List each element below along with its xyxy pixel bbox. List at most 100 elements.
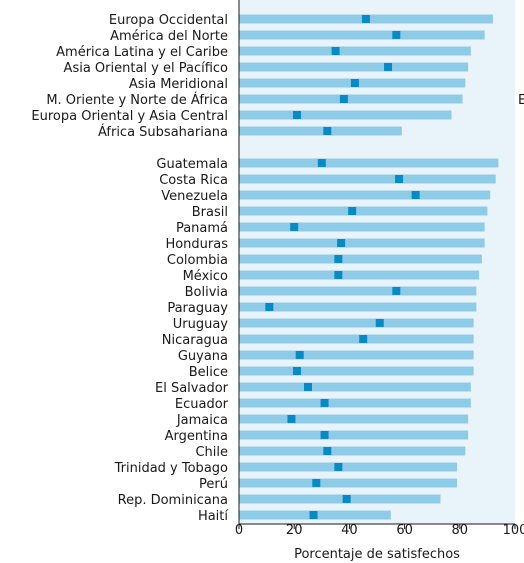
marker — [340, 95, 348, 103]
range-bar — [239, 159, 498, 168]
marker — [323, 127, 331, 135]
range-bar — [239, 239, 485, 248]
row-label: México — [183, 269, 228, 284]
range-bar — [239, 271, 479, 280]
marker — [384, 63, 392, 71]
range-bar — [239, 351, 474, 360]
marker — [290, 223, 298, 231]
range-bar — [239, 335, 474, 344]
marker — [321, 399, 329, 407]
row-label: Haití — [198, 509, 228, 524]
range-bar — [239, 223, 485, 232]
row-label: Costa Rica — [159, 173, 228, 188]
range-bar — [239, 127, 402, 136]
marker — [337, 239, 345, 247]
marker — [296, 351, 304, 359]
range-bar — [239, 367, 474, 376]
marker — [304, 383, 312, 391]
row-label: Panamá — [176, 221, 228, 236]
row-label: Ecuador — [175, 397, 229, 412]
range-bar — [239, 319, 474, 328]
row-label: Brasil — [192, 205, 228, 220]
marker — [293, 111, 301, 119]
x-tick-label: 80 — [452, 523, 469, 538]
marker — [359, 335, 367, 343]
marker — [376, 319, 384, 327]
row-label: Chile — [195, 445, 228, 460]
marker — [395, 175, 403, 183]
range-bar — [239, 415, 468, 424]
row-label: Argentina — [165, 429, 228, 444]
marker — [323, 447, 331, 455]
range-bar — [239, 207, 487, 216]
row-label: Europa Oriental y Asia Central — [31, 109, 228, 124]
row-label: Paraguay — [167, 301, 228, 316]
range-bar — [239, 431, 468, 440]
row-label: Venezuela — [161, 189, 228, 204]
range-bar — [239, 255, 482, 264]
range-bar — [239, 447, 465, 456]
marker — [412, 191, 420, 199]
x-tick-label: 40 — [341, 523, 358, 538]
range-bar — [239, 399, 471, 408]
range-bar — [239, 495, 440, 504]
row-label: Asia Meridional — [129, 77, 228, 92]
range-bar — [239, 303, 476, 312]
x-axis-ticks: 0 20 40 60 80 100 — [235, 523, 524, 538]
x-tick-label: 100 — [503, 523, 524, 538]
range-bar — [239, 111, 452, 120]
cut-off-text: E — [518, 93, 524, 108]
range-bar — [239, 95, 463, 104]
range-bar — [239, 479, 457, 488]
marker — [343, 495, 351, 503]
row-label: Perú — [199, 477, 228, 492]
row-label: Nicaragua — [162, 333, 228, 348]
marker — [351, 79, 359, 87]
row-label: Rep. Dominicana — [118, 493, 228, 508]
range-bar — [239, 63, 468, 72]
marker — [334, 255, 342, 263]
marker — [265, 303, 273, 311]
row-label: Guatemala — [156, 157, 228, 172]
row-label: África Subsahariana — [98, 124, 228, 140]
row-label: Asia Oriental y el Pacífico — [64, 61, 228, 76]
marker — [287, 415, 295, 423]
x-axis-title: Porcentaje de satisfechos — [294, 547, 460, 562]
range-bar — [239, 191, 490, 200]
row-label: América del Norte — [110, 29, 228, 44]
marker — [362, 15, 370, 23]
range-bar — [239, 47, 471, 56]
row-label: El Salvador — [155, 381, 229, 396]
x-tick-label: 60 — [396, 523, 413, 538]
x-tick-label: 0 — [235, 523, 243, 538]
row-label: América Latina y el Caribe — [56, 45, 228, 60]
range-bar — [239, 287, 476, 296]
marker — [392, 287, 400, 295]
row-label: Jamaica — [176, 413, 228, 428]
marker — [321, 431, 329, 439]
marker — [334, 271, 342, 279]
row-label: Belice — [189, 365, 228, 380]
row-label: Trinidad y Tobago — [114, 461, 228, 476]
marker — [334, 463, 342, 471]
row-label: Europa Occidental — [109, 13, 228, 28]
row-label: Colombia — [167, 253, 228, 268]
row-label: M. Oriente y Norte de África — [46, 92, 228, 108]
marker — [318, 159, 326, 167]
marker — [310, 511, 318, 519]
marker — [348, 207, 356, 215]
marker — [293, 367, 301, 375]
marker — [332, 47, 340, 55]
x-tick-label: 20 — [286, 523, 303, 538]
marker — [312, 479, 320, 487]
row-label: Guyana — [178, 349, 228, 364]
range-bar — [239, 31, 485, 40]
range-bar — [239, 383, 471, 392]
range-bar — [239, 175, 496, 184]
marker — [392, 31, 400, 39]
row-label: Honduras — [165, 237, 228, 252]
row-label: Bolivia — [185, 285, 228, 300]
range-bar — [239, 463, 457, 472]
row-label: Uruguay — [173, 317, 229, 332]
